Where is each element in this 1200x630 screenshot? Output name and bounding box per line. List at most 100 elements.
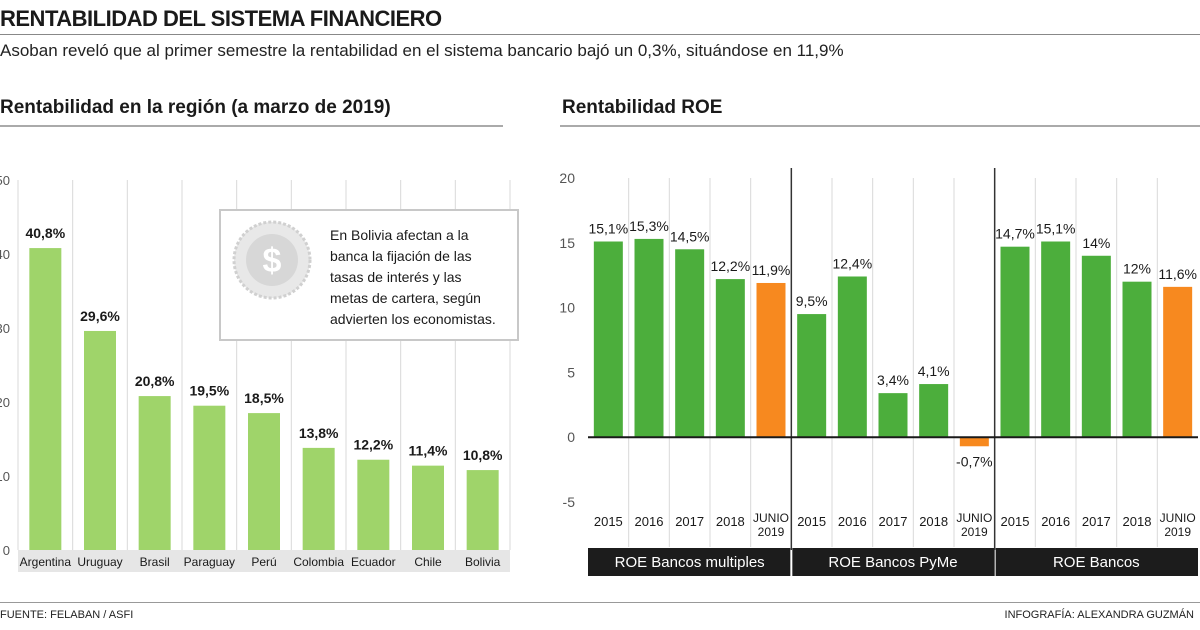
y-tick-label: 15 — [559, 235, 575, 251]
group-band — [792, 548, 995, 576]
data-label: 20,8% — [135, 373, 175, 389]
left-chart-title: Rentabilidad en la región (a marzo de 20… — [0, 97, 391, 118]
bar — [29, 248, 62, 550]
data-label: 29,6% — [80, 308, 120, 324]
data-label: 11,6% — [1158, 266, 1197, 282]
group-band — [995, 548, 1198, 576]
bar — [837, 276, 867, 438]
bar — [634, 238, 664, 438]
x-tick-label: 2018 — [1123, 514, 1152, 529]
x-tick-label: Perú — [251, 555, 276, 569]
x-tick-label: 2016 — [1041, 514, 1070, 529]
data-label: 12,2% — [710, 258, 750, 274]
x-tick-label: 2016 — [635, 514, 664, 529]
bar — [193, 405, 226, 550]
group-name: ROE Bancos PyMe — [828, 554, 957, 571]
bar — [1122, 281, 1152, 438]
bar — [919, 384, 949, 438]
y-tick-label: 10 — [0, 469, 10, 484]
right-chart-rule — [560, 125, 1200, 127]
data-label: 10,8% — [463, 447, 503, 463]
y-tick-label: 20 — [559, 170, 575, 186]
bar — [1041, 241, 1071, 438]
x-tick-label: JUNIO 2019 — [1160, 511, 1196, 539]
bar — [302, 447, 335, 550]
bar — [466, 470, 499, 550]
note-text: En Bolivia afectan a la banca la fijación… — [330, 227, 496, 327]
bar — [248, 413, 280, 550]
region-bar-chart: 0 10 20 30 40 50 40,8% Argentina 29,6% Uruguay 20,… — [0, 173, 519, 572]
data-label: 14% — [1082, 235, 1110, 251]
bar — [1000, 246, 1030, 438]
data-label: 12% — [1123, 261, 1151, 277]
source-note: FUENTE: FELABAN / ASFI — [0, 609, 134, 621]
note-box: $ En Bolivia afectan a la banca la fijació… — [219, 209, 519, 341]
bar — [715, 279, 745, 438]
y-tick-label: 40 — [0, 247, 10, 262]
data-label: 3,4% — [877, 372, 909, 388]
bar — [675, 249, 705, 438]
data-label: 14,5% — [670, 228, 710, 244]
bar — [593, 241, 623, 438]
x-tick-label: 2017 — [879, 514, 908, 529]
group-name: ROE Bancos — [1053, 554, 1140, 571]
bar — [756, 282, 786, 438]
x-tick-label: Chile — [414, 555, 442, 569]
page-subtitle: Asoban reveló que al primer semestre la … — [0, 41, 844, 60]
dollar-sign: $ — [263, 242, 282, 280]
x-tick-label: Colombia — [293, 555, 344, 569]
bar — [84, 330, 116, 550]
y-tick-label: 20 — [0, 395, 10, 410]
data-label: 19,5% — [189, 383, 229, 399]
y-tick-label: 50 — [0, 173, 10, 188]
x-tick-label: 2016 — [838, 514, 867, 529]
x-tick-label: 2017 — [675, 514, 704, 529]
x-tick-label: JUNIO 2019 — [753, 511, 789, 539]
group-band — [588, 548, 791, 576]
data-label: 9,5% — [796, 293, 828, 309]
data-label: 12,4% — [832, 255, 872, 271]
data-label: 4,1% — [918, 363, 950, 379]
x-tick-label: JUNIO 2019 — [956, 511, 992, 539]
bar — [357, 459, 390, 550]
bar — [1081, 255, 1111, 438]
y-tick-label: 0 — [567, 429, 575, 445]
x-tick-label: Paraguay — [184, 555, 235, 569]
page-title: RENTABILIDAD DEL SISTEMA FINANCIERO — [0, 6, 442, 31]
y-tick-label: 5 — [567, 364, 575, 380]
x-tick-label: Brasil — [140, 555, 170, 569]
bar — [878, 393, 908, 438]
x-tick-label: 2015 — [797, 514, 826, 529]
y-tick-label: 30 — [0, 321, 10, 336]
data-label: 15,3% — [629, 218, 669, 234]
coin-inner — [246, 234, 298, 286]
credit-note: INFOGRAFÍA: ALEXANDRA GUZMÁN — [1004, 609, 1194, 621]
bar — [412, 465, 444, 550]
category-band — [18, 550, 510, 572]
data-label: 15,1% — [588, 221, 628, 237]
data-label: 11,9% — [752, 262, 791, 278]
bar — [797, 314, 827, 438]
data-label: 12,2% — [353, 437, 393, 453]
x-tick-label: Ecuador — [351, 555, 396, 569]
left-chart-rule — [0, 125, 503, 127]
bar — [1163, 286, 1193, 438]
x-tick-label: 2017 — [1082, 514, 1111, 529]
data-label: 14,7% — [995, 226, 1035, 242]
bar — [959, 437, 989, 447]
footer-divider — [0, 602, 1200, 603]
x-tick-label: Bolivia — [465, 555, 501, 569]
x-tick-label: 2018 — [919, 514, 948, 529]
x-tick-label: 2018 — [716, 514, 745, 529]
x-tick-label: Argentina — [20, 555, 72, 569]
data-label: 13,8% — [299, 425, 339, 441]
right-chart-title: Rentabilidad ROE — [562, 97, 723, 118]
x-tick-label: 2015 — [594, 514, 623, 529]
data-label: 18,5% — [244, 390, 284, 406]
y-tick-label: 10 — [559, 300, 575, 316]
data-label: 11,4% — [409, 443, 448, 459]
x-tick-label: Uruguay — [77, 555, 122, 569]
bar — [138, 396, 171, 550]
roe-bar-chart: -5 0 5 10 15 20 15,1% 2015 15,3% 2016 14,5% 2017 12,… — [559, 168, 1198, 576]
dollar-coin-icon: $ — [232, 220, 312, 300]
